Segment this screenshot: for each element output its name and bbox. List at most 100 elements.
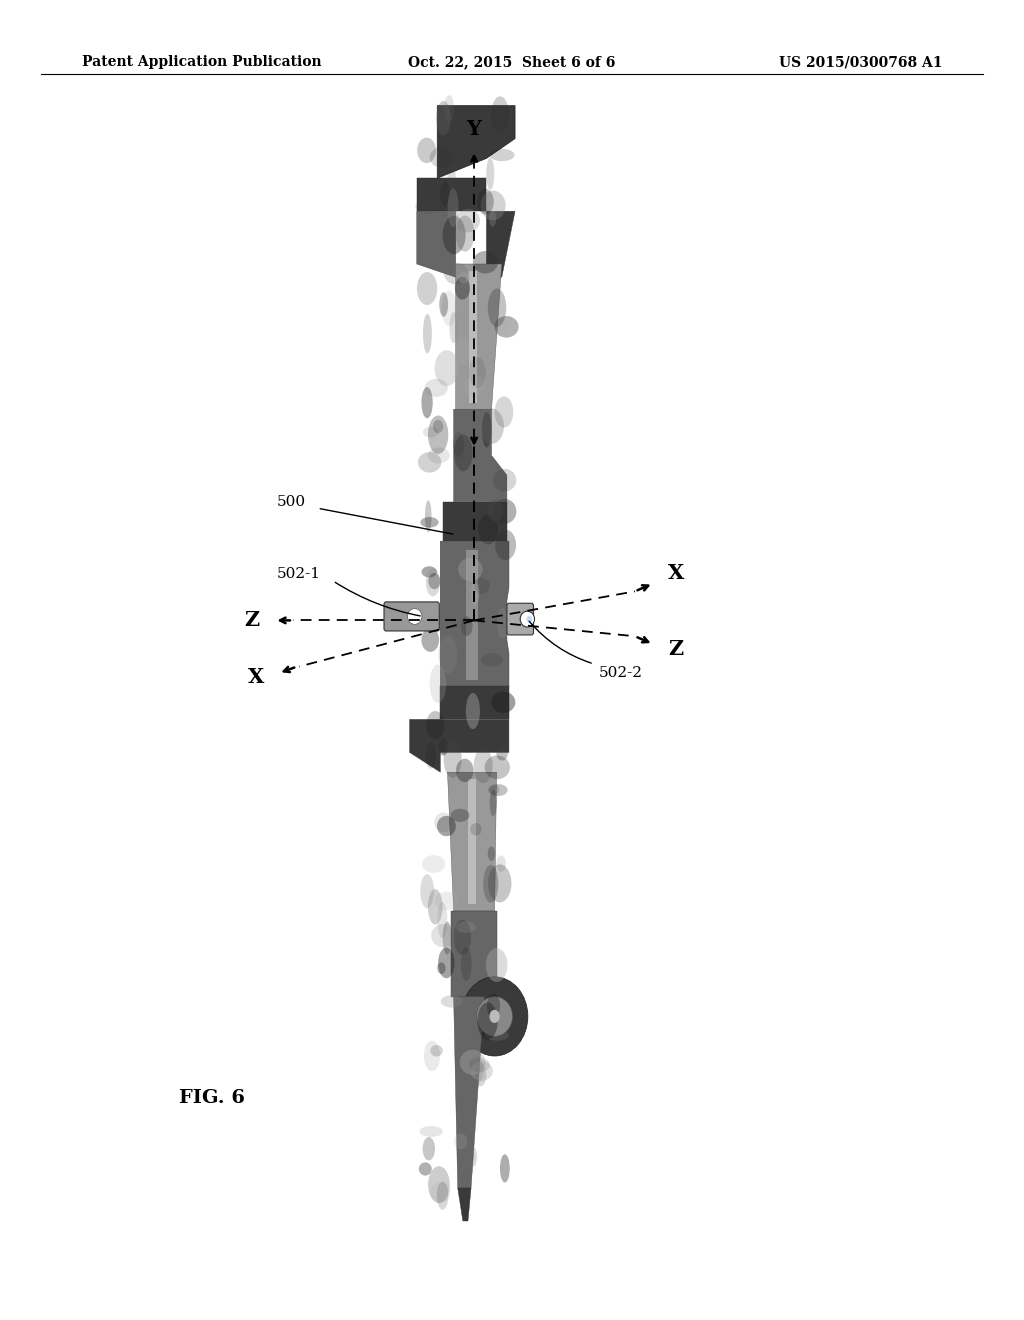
Ellipse shape (477, 997, 513, 1036)
Ellipse shape (482, 412, 492, 447)
Ellipse shape (487, 784, 500, 795)
Ellipse shape (487, 500, 504, 521)
Ellipse shape (468, 1057, 489, 1072)
Ellipse shape (474, 748, 493, 783)
Ellipse shape (442, 921, 452, 954)
Ellipse shape (469, 358, 485, 388)
Ellipse shape (440, 995, 463, 1007)
Text: Z: Z (245, 610, 259, 631)
Text: Y: Y (467, 119, 481, 139)
Ellipse shape (439, 292, 449, 317)
Ellipse shape (447, 157, 456, 194)
Polygon shape (447, 772, 497, 911)
Ellipse shape (436, 100, 451, 136)
Ellipse shape (495, 315, 519, 338)
Polygon shape (451, 911, 497, 997)
Polygon shape (440, 686, 509, 719)
Ellipse shape (489, 789, 497, 816)
Ellipse shape (428, 447, 450, 463)
Ellipse shape (470, 1147, 477, 1167)
Ellipse shape (437, 816, 456, 837)
Ellipse shape (483, 865, 499, 903)
Ellipse shape (438, 948, 455, 978)
Ellipse shape (526, 615, 532, 623)
Ellipse shape (428, 416, 449, 454)
Ellipse shape (461, 948, 472, 981)
Ellipse shape (442, 216, 466, 255)
Polygon shape (417, 211, 456, 277)
Ellipse shape (441, 290, 457, 326)
Ellipse shape (481, 653, 503, 667)
Ellipse shape (418, 451, 441, 473)
Ellipse shape (433, 420, 443, 433)
Ellipse shape (455, 1134, 467, 1150)
Ellipse shape (454, 432, 464, 457)
Ellipse shape (408, 609, 422, 624)
Ellipse shape (447, 187, 459, 227)
Text: Oct. 22, 2015  Sheet 6 of 6: Oct. 22, 2015 Sheet 6 of 6 (409, 55, 615, 70)
Ellipse shape (489, 210, 497, 227)
Ellipse shape (437, 962, 445, 974)
Ellipse shape (461, 462, 475, 474)
Ellipse shape (450, 312, 458, 343)
Text: X: X (248, 667, 264, 688)
Ellipse shape (422, 628, 439, 652)
Ellipse shape (423, 1137, 435, 1160)
Ellipse shape (488, 865, 511, 903)
Polygon shape (440, 541, 509, 686)
Ellipse shape (443, 739, 462, 777)
Ellipse shape (422, 387, 433, 418)
Ellipse shape (424, 1040, 440, 1072)
Ellipse shape (426, 711, 444, 739)
Ellipse shape (488, 784, 508, 796)
Ellipse shape (489, 149, 515, 161)
Ellipse shape (438, 635, 458, 675)
Ellipse shape (493, 469, 516, 491)
Ellipse shape (456, 215, 474, 252)
Polygon shape (458, 1188, 471, 1221)
Ellipse shape (492, 318, 511, 335)
Ellipse shape (489, 1010, 500, 1023)
Ellipse shape (431, 924, 457, 948)
Text: 500: 500 (276, 495, 305, 508)
Ellipse shape (428, 1167, 450, 1203)
Ellipse shape (416, 199, 437, 214)
Ellipse shape (430, 664, 446, 702)
Ellipse shape (421, 517, 438, 528)
Ellipse shape (470, 1056, 483, 1085)
Ellipse shape (420, 1126, 443, 1137)
Ellipse shape (480, 190, 506, 220)
Ellipse shape (444, 263, 468, 284)
Ellipse shape (455, 277, 470, 300)
Ellipse shape (417, 272, 437, 305)
Ellipse shape (456, 921, 476, 933)
Ellipse shape (471, 582, 479, 605)
Ellipse shape (492, 692, 515, 713)
Ellipse shape (470, 824, 481, 836)
Ellipse shape (464, 375, 485, 397)
Ellipse shape (422, 855, 445, 873)
Ellipse shape (477, 189, 494, 214)
Ellipse shape (478, 515, 498, 544)
Ellipse shape (425, 500, 431, 532)
Ellipse shape (500, 1154, 510, 1183)
Ellipse shape (434, 891, 458, 911)
Text: US 2015/0300768 A1: US 2015/0300768 A1 (778, 55, 942, 70)
Ellipse shape (434, 350, 459, 387)
Ellipse shape (456, 337, 470, 366)
Ellipse shape (437, 902, 447, 939)
Polygon shape (417, 178, 486, 211)
Polygon shape (443, 502, 507, 541)
Ellipse shape (484, 755, 510, 779)
Ellipse shape (473, 251, 498, 273)
Ellipse shape (428, 888, 442, 924)
Bar (466, 550, 478, 680)
Ellipse shape (426, 569, 440, 597)
Text: 502-2: 502-2 (599, 667, 643, 680)
Polygon shape (486, 211, 515, 277)
Ellipse shape (437, 1181, 449, 1209)
Ellipse shape (425, 379, 447, 397)
Polygon shape (437, 106, 515, 178)
Bar (469, 271, 477, 403)
Ellipse shape (470, 1061, 493, 1081)
